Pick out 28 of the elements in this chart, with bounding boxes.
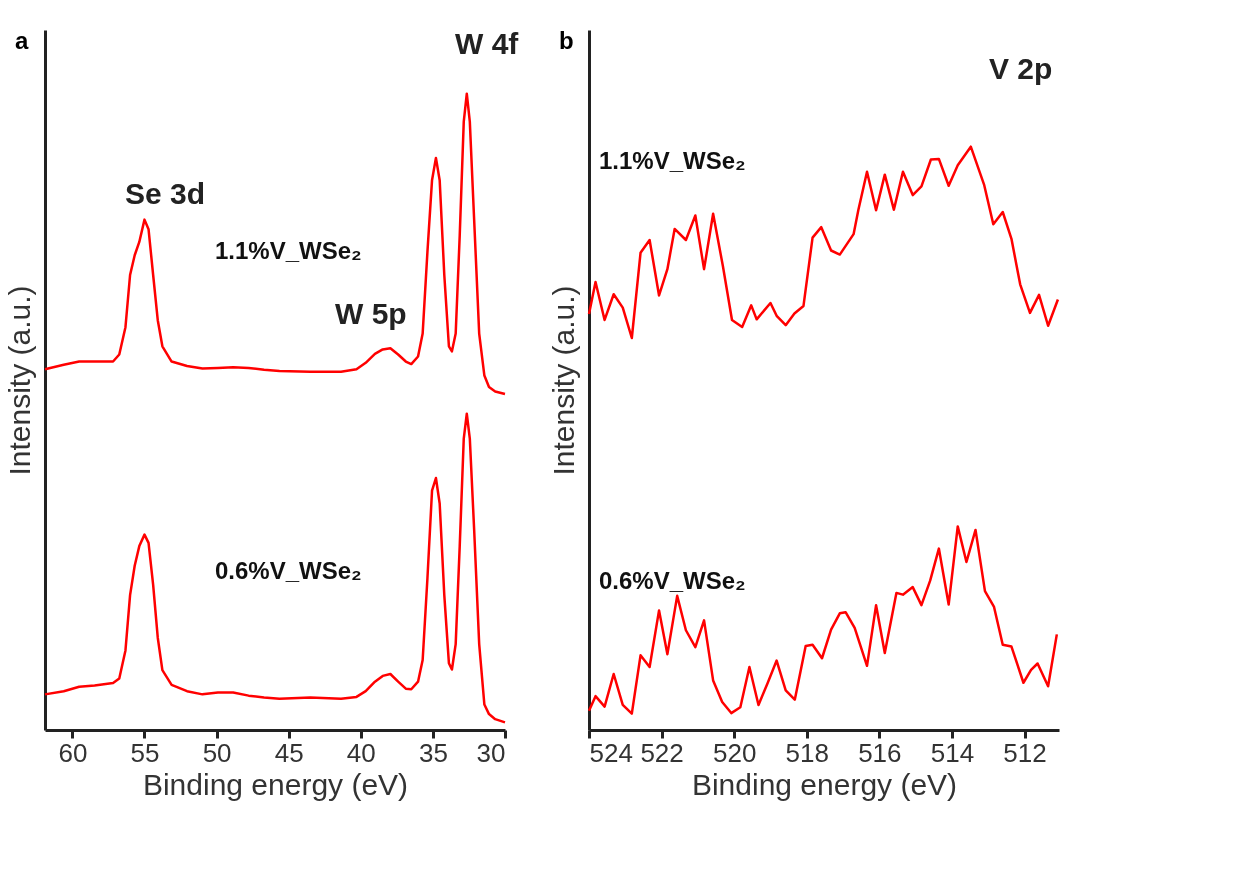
- text: 1.1%V_WSe₂: [215, 237, 362, 264]
- x-tick-label: 512: [1003, 737, 1047, 768]
- x-axis-title: Binding energy (eV): [142, 767, 409, 801]
- text: 1.1%V_WSe₂: [599, 147, 746, 174]
- annotation: Se 3d: [125, 177, 206, 210]
- chart-title: a: [15, 27, 29, 54]
- x-tick-label: 45: [274, 737, 304, 768]
- x-tick-label: 50: [202, 737, 232, 768]
- text: W 4f: [455, 27, 520, 60]
- x-tick-label: 30: [476, 737, 506, 768]
- chart-title: b: [559, 27, 574, 54]
- x-tick-label: 60: [58, 737, 88, 768]
- x-tick-label: 520: [712, 737, 757, 768]
- x-tick-label: 522: [640, 737, 684, 768]
- x-tick-label: 55: [130, 737, 160, 768]
- text: 0.6%V_WSe₂: [215, 557, 362, 584]
- x-tick-label: 516: [858, 737, 902, 768]
- x-tick-label: 518: [785, 737, 829, 768]
- x-axis-title: Binding energy (eV): [691, 767, 958, 801]
- text: V 2p: [989, 52, 1053, 85]
- x-tick-label: 524: [589, 737, 633, 768]
- y-axis-title: Intensity (a.u.): [546, 285, 580, 476]
- y-axis-title: Intensity (a.u.): [2, 285, 36, 476]
- series-label: 0.6%V_WSe₂: [599, 567, 746, 594]
- x-tick-label: 514: [930, 737, 975, 768]
- x-tick-label: 40: [346, 737, 376, 768]
- x-tick-label: 35: [418, 737, 448, 768]
- annotation: W 5p: [335, 297, 407, 330]
